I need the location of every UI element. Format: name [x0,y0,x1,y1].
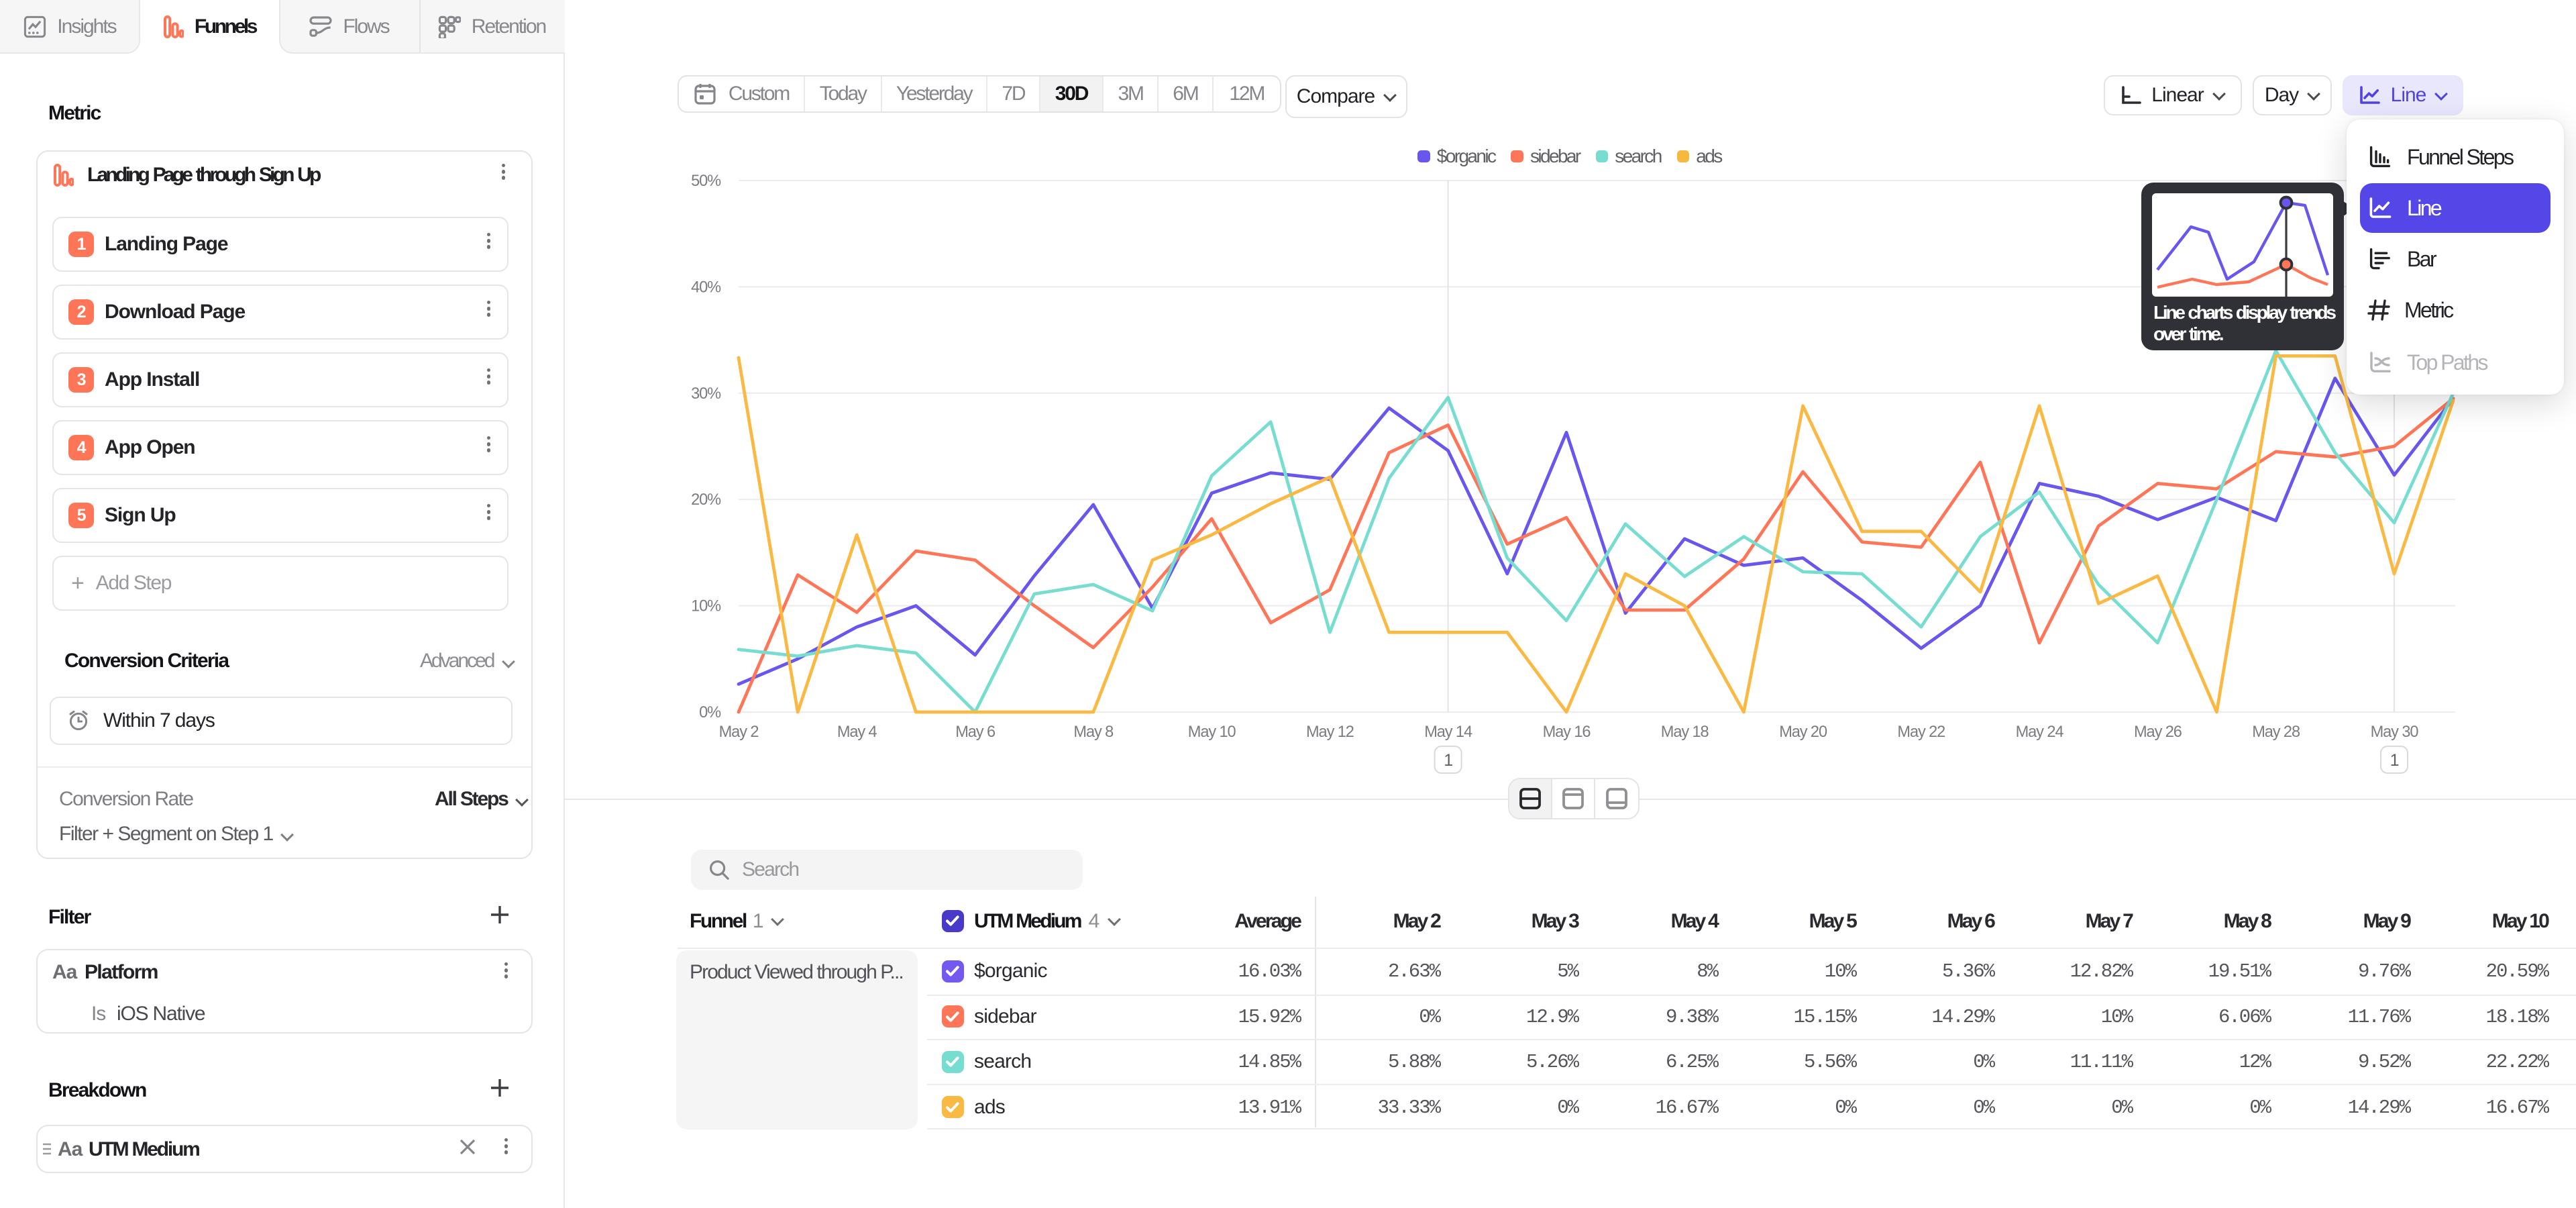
svg-text:1: 1 [2390,751,2399,770]
svg-text:May 26: May 26 [2134,723,2182,741]
svg-text:May 2: May 2 [719,723,759,741]
svg-text:10%: 10% [691,598,721,615]
svg-text:May 24: May 24 [2016,723,2064,741]
svg-text:May 6: May 6 [955,723,996,741]
svg-text:1: 1 [1444,751,1452,770]
svg-text:May 14: May 14 [1424,723,1472,741]
svg-text:May 10: May 10 [1188,723,1236,741]
svg-text:20%: 20% [691,491,721,509]
svg-text:May 18: May 18 [1661,723,1709,741]
svg-text:May 20: May 20 [1779,723,1827,741]
svg-text:50%: 50% [691,172,721,190]
svg-text:May 30: May 30 [2371,723,2419,741]
svg-text:40%: 40% [691,279,721,296]
svg-text:May 4: May 4 [837,723,877,741]
svg-text:May 28: May 28 [2252,723,2300,741]
svg-text:May 16: May 16 [1543,723,1591,741]
svg-text:30%: 30% [691,385,721,403]
svg-text:May 12: May 12 [1306,723,1354,741]
svg-text:May 22: May 22 [1897,723,1945,741]
svg-text:May 8: May 8 [1073,723,1114,741]
svg-text:0%: 0% [699,704,721,721]
